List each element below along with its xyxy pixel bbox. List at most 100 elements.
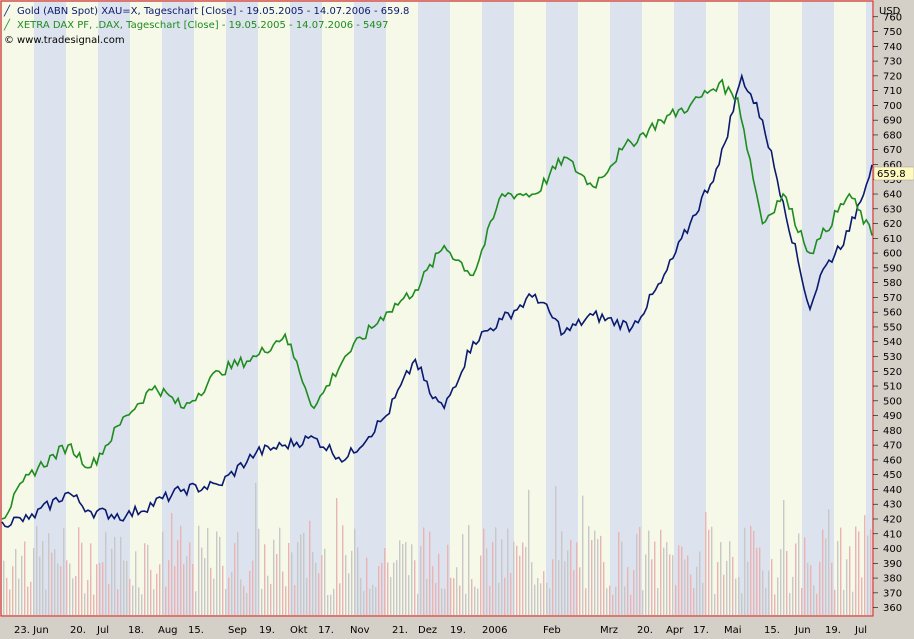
y-tick-label: 380	[883, 574, 902, 585]
volume-bar	[555, 486, 557, 615]
legend-gold-icon: ╱	[3, 4, 11, 17]
volume-bar	[663, 547, 665, 615]
volume-bar	[84, 593, 86, 615]
source-label: www.tradesignal.com	[17, 35, 125, 46]
volume-bar	[846, 559, 848, 615]
volume-bar	[726, 560, 728, 615]
volume-bar	[51, 552, 53, 615]
volume-bar	[117, 589, 119, 615]
last-value-marker: 659.8	[873, 166, 914, 181]
y-tick-label: 500	[883, 396, 902, 407]
volume-bar	[369, 588, 371, 615]
volume-bar	[708, 529, 710, 615]
volume-bar	[39, 556, 41, 615]
volume-bar	[3, 560, 5, 615]
volume-bar	[690, 574, 692, 615]
volume-bar	[792, 576, 794, 615]
volume-bar	[243, 586, 245, 615]
volume-bar	[423, 527, 425, 615]
volume-bar	[78, 527, 80, 615]
volume-bar	[153, 589, 155, 615]
volume-bar	[819, 561, 821, 615]
volume-bar	[372, 584, 374, 615]
volume-bar	[606, 588, 608, 615]
volume-bar	[621, 541, 623, 615]
time-band	[610, 2, 642, 615]
volume-bar	[564, 561, 566, 615]
volume-bar	[561, 531, 563, 615]
volume-bar	[30, 581, 32, 615]
volume-bars	[3, 482, 872, 615]
volume-bar	[456, 567, 458, 615]
time-band	[66, 2, 98, 615]
volume-bar	[714, 593, 716, 615]
y-tick-label: 640	[883, 190, 902, 201]
volume-bar	[522, 542, 524, 615]
volume-bar	[600, 535, 602, 615]
x-tick-label: 19.	[450, 625, 466, 636]
volume-bar	[177, 539, 179, 615]
last-value-label: 659.8	[877, 169, 906, 180]
x-tick-label: Nov	[350, 625, 370, 636]
volume-bar	[729, 541, 731, 615]
volume-bar	[54, 549, 56, 615]
volume-bar	[591, 539, 593, 615]
volume-bar	[513, 541, 515, 615]
volume-bar	[483, 528, 485, 615]
volume-bar	[501, 539, 503, 615]
volume-bar	[300, 534, 302, 615]
x-tick-label: Feb	[543, 625, 561, 636]
volume-bar	[753, 530, 755, 615]
volume-bar	[351, 550, 353, 615]
volume-bar	[99, 563, 101, 615]
volume-bar	[642, 590, 644, 615]
volume-bar	[741, 593, 743, 615]
volume-bar	[567, 550, 569, 615]
volume-bar	[681, 546, 683, 615]
volume-bar	[42, 540, 44, 615]
volume-bar	[588, 526, 590, 615]
volume-bar	[327, 594, 329, 615]
time-band	[354, 2, 386, 615]
volume-bar	[45, 589, 47, 615]
time-band	[738, 2, 770, 615]
volume-bar	[666, 542, 668, 615]
time-band	[226, 2, 258, 615]
volume-bar	[477, 588, 479, 615]
volume-bar	[750, 525, 752, 615]
volume-bar	[345, 555, 347, 615]
y-tick-label: 520	[883, 367, 902, 378]
y-tick-label: 660	[883, 160, 902, 171]
volume-bar	[108, 584, 110, 615]
y-tick-label: 600	[883, 249, 902, 260]
volume-bar	[159, 564, 161, 615]
volume-bar	[204, 558, 206, 615]
y-tick-label: 390	[883, 559, 902, 570]
volume-bar	[576, 542, 578, 615]
volume-bar	[90, 543, 92, 615]
legend-gold: Gold (ABN Spot) XAU=X, Tageschart [Close…	[17, 6, 409, 17]
volume-bar	[633, 570, 635, 615]
plot-frame	[0, 0, 874, 617]
time-band	[642, 2, 674, 615]
volume-bar	[762, 570, 764, 615]
y-tick-label: 720	[883, 71, 902, 82]
volume-bar	[651, 559, 653, 615]
time-band	[418, 2, 450, 615]
volume-bar	[249, 570, 251, 615]
volume-bar	[93, 594, 95, 615]
y-tick-label: 480	[883, 426, 902, 437]
volume-bar	[771, 559, 773, 615]
volume-bar	[69, 563, 71, 615]
volume-bar	[585, 588, 587, 615]
y-tick-label: 750	[883, 27, 902, 38]
legend: ╱ Gold (ABN Spot) XAU=X, Tageschart [Clo…	[3, 4, 409, 46]
volume-bar	[702, 582, 704, 615]
volume-bar	[849, 546, 851, 615]
volume-bar	[825, 538, 827, 615]
volume-bar	[627, 567, 629, 615]
volume-bar	[288, 542, 290, 615]
volume-bar	[87, 579, 89, 615]
volume-bar	[18, 578, 20, 615]
volume-bar	[861, 577, 863, 615]
